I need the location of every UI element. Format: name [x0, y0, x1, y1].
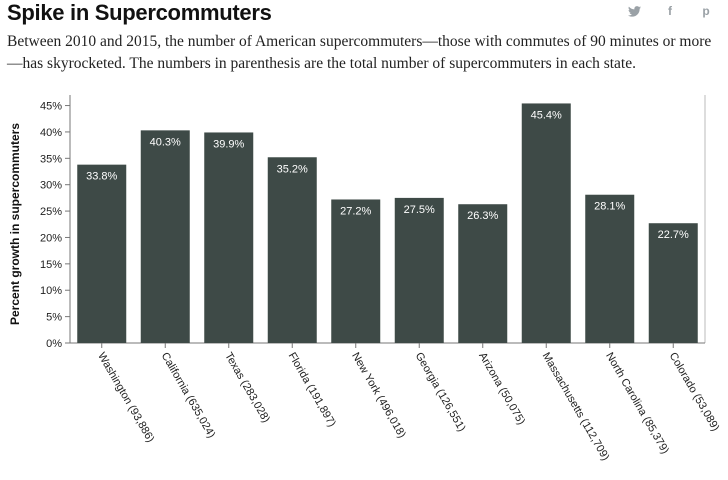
bar-chart: 0% 5% 10% 15% 20% 25% 30% 35% 40% 45% Percent grow… [8, 95, 722, 463]
x-tick-label: Georgia (126,551) [413, 351, 468, 434]
x-tick-label: Washington (93,886) [95, 351, 156, 445]
bar [521, 103, 571, 343]
y-axis-title: Percent growth in supercommuters [8, 123, 22, 325]
share-bar: f p [627, 4, 713, 18]
bar-value-label: 45.4% [531, 109, 562, 121]
y-tick-label: 0% [46, 338, 62, 350]
bar-value-label: 35.2% [277, 163, 308, 175]
bar-value-label: 40.3% [150, 136, 181, 148]
bar [331, 199, 381, 343]
x-tick-label: Florida (191,897) [286, 351, 338, 430]
bar-value-label: 27.2% [340, 205, 371, 217]
x-tick-label: Texas (283,028) [222, 351, 272, 425]
y-tick-label: 40% [40, 127, 62, 139]
bar [140, 130, 190, 343]
bar-value-label: 33.8% [86, 171, 117, 183]
twitter-icon-glyph [627, 5, 641, 17]
bar [204, 132, 254, 343]
y-tick-label: 20% [40, 232, 62, 244]
y-tick-label: 10% [40, 285, 62, 297]
x-tick-label: California (635,024) [159, 351, 218, 441]
pinterest-icon[interactable]: p [702, 4, 710, 18]
y-tick-label: 15% [40, 259, 62, 271]
bar [267, 157, 317, 343]
chart-title: Spike in Supercommuters [7, 0, 272, 25]
twitter-icon[interactable] [627, 4, 641, 18]
bar [394, 197, 444, 343]
x-tick-label: Massachusetts (112,709) [540, 351, 612, 463]
bar-value-label: 39.9% [213, 138, 244, 150]
facebook-icon[interactable]: f [668, 4, 672, 18]
y-tick-label: 5% [46, 312, 62, 324]
chart-subtitle: Between 2010 and 2015, the number of Ame… [7, 33, 712, 72]
bar-value-label: 27.5% [404, 204, 435, 216]
bar-value-label: 28.1% [594, 201, 625, 213]
bar [458, 204, 508, 343]
y-tick-label: 30% [40, 180, 62, 192]
y-tick-label: 25% [40, 206, 62, 218]
x-tick-label: Colorado (53,089) [667, 351, 722, 434]
x-tick-label: North Carolina (85,379) [603, 351, 671, 457]
bar [77, 164, 127, 343]
bar [648, 223, 698, 343]
bar [585, 194, 635, 343]
x-tick-label: Arizona (50,075) [476, 351, 527, 427]
chart-area: 0% 5% 10% 15% 20% 25% 30% 35% 40% 45% Percent grow… [0, 95, 728, 475]
x-tick-label: New York (496,018) [349, 351, 408, 441]
bar-value-label: 22.7% [658, 229, 689, 241]
bar-value-label: 26.3% [467, 210, 498, 222]
y-tick-label: 35% [40, 153, 62, 165]
y-tick-label: 45% [40, 101, 62, 113]
